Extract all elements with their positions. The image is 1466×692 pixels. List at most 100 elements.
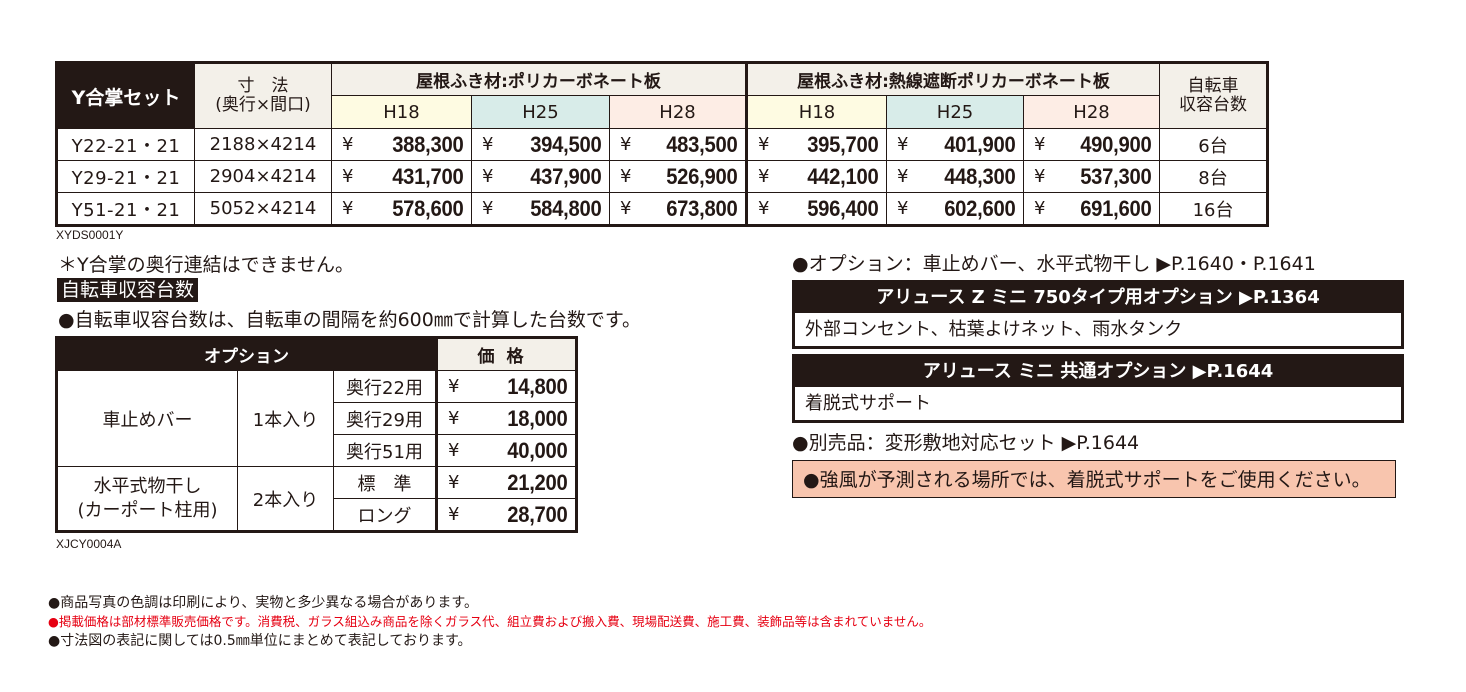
price-amount: 526,900 [665, 163, 738, 189]
bike-capacity-sublabel: 収容台数 [1179, 95, 1248, 115]
price-cell: ¥395,700 [745, 128, 888, 161]
price-amount: 578,600 [391, 195, 464, 221]
dimension-sublabel: (奥行×間口) [215, 95, 311, 115]
price-cell: ¥578,600 [331, 192, 472, 226]
price-cell: ¥442,100 [745, 160, 888, 193]
yen-symbol: ¥ [620, 134, 632, 155]
price-amount: 691,600 [1079, 195, 1152, 221]
price-amount: 673,800 [665, 195, 738, 221]
yen-symbol: ¥ [1034, 134, 1046, 155]
table-code: XYDS0001Y [56, 228, 124, 242]
option-quantity: 2本入り [237, 466, 334, 532]
table-row: ロング ¥28,700 [57, 498, 578, 532]
table-row: Y29-21・21 2904×4214 ¥431,700 ¥437,900 ¥526,9… [56, 160, 1269, 193]
price-amount: 442,100 [806, 163, 879, 189]
price-cell: ¥596,400 [745, 192, 888, 226]
price-amount: 437,900 [529, 163, 602, 189]
option-box-body: 外部コンセント、枯葉よけネット、雨水タンク [805, 319, 1183, 340]
yen-symbol: ¥ [482, 198, 494, 219]
option-variant: 奥行51用 [332, 434, 438, 467]
price-amount: 14,800 [506, 373, 568, 399]
price-amount: 395,700 [806, 131, 879, 157]
price-amount: 483,500 [665, 131, 738, 157]
table-row: 車止めバー 1本入り 奥行22用 ¥14,800 [56, 370, 578, 467]
yen-symbol: ¥ [448, 440, 460, 461]
bike-capacity-header: 自転車 収容台数 [1159, 62, 1269, 129]
wind-warning-box: ●強風が予測される場所では、着脱式サポートをご使用ください。 [792, 460, 1396, 498]
price-amount: 584,800 [529, 195, 602, 221]
dimensions: 5052×4214 [194, 192, 332, 226]
price-header: 価格 [435, 337, 578, 371]
table-row: 水平式物干し (カーポート柱用) 2本入り 標 準 ¥21,200 [56, 466, 578, 532]
table-row: 奥行51用 ¥40,000 [57, 434, 578, 467]
option-price: ¥40,000 [435, 434, 578, 467]
price-cell: ¥401,900 [886, 128, 1025, 161]
option-box-body: 着脱式サポート [805, 393, 931, 414]
option-name-line2: (カーポート柱用) [77, 499, 218, 521]
option-price: ¥18,000 [435, 402, 578, 435]
yen-symbol: ¥ [897, 134, 909, 155]
price-amount: 537,300 [1079, 163, 1152, 189]
price-cell: ¥537,300 [1023, 160, 1161, 193]
option-price: ¥14,800 [435, 370, 578, 403]
yen-symbol: ¥ [482, 134, 494, 155]
price-cell: ¥448,300 [886, 160, 1025, 193]
model-code: Y22-21・21 [56, 128, 195, 161]
price-cell: ¥431,700 [331, 160, 472, 193]
height-header-h25: H25 [471, 95, 610, 129]
dimensions: 2188×4214 [194, 128, 332, 161]
yen-symbol: ¥ [448, 408, 460, 429]
option-price: ¥28,700 [435, 498, 578, 532]
price-cell: ¥673,800 [608, 192, 748, 226]
yen-symbol: ¥ [448, 376, 460, 397]
yen-symbol: ¥ [897, 166, 909, 187]
price-amount: 21,200 [506, 469, 568, 495]
table-row: Y51-21・21 5052×4214 ¥578,600 ¥584,800 ¥673,8… [56, 192, 1269, 226]
price-cell: ¥691,600 [1023, 192, 1161, 226]
yen-symbol: ¥ [1034, 166, 1046, 187]
price-amount: 18,000 [506, 405, 568, 431]
separate-item-note: ●別売品：変形敷地対応セット ▶P.1644 [792, 432, 1140, 454]
option-quantity: 1本入り [237, 370, 334, 467]
bike-capacity: 6台 [1159, 128, 1269, 161]
yen-symbol: ¥ [758, 166, 770, 187]
height-header-h25: H25 [886, 95, 1025, 129]
option-reference: ●オプション：車止めバー、水平式物干し ▶P.1640・P.1641 [792, 253, 1316, 275]
option-box-title: アリュース ミニ 共通オプション ▶P.1644 [795, 357, 1401, 387]
option-box-mini-common: アリュース ミニ 共通オプション ▶P.1644 着脱式サポート [792, 354, 1404, 423]
price-cell: ¥388,300 [331, 128, 472, 161]
yen-symbol: ¥ [342, 166, 354, 187]
footer-color-note: ●商品写真の色調は印刷により、実物と多少異なる場合があります。 [48, 595, 478, 611]
yen-symbol: ¥ [620, 198, 632, 219]
price-cell: ¥394,500 [471, 128, 610, 161]
yen-symbol: ¥ [897, 198, 909, 219]
yen-symbol: ¥ [1034, 198, 1046, 219]
price-amount: 401,900 [943, 131, 1016, 157]
option-name: 車止めバー [56, 370, 238, 467]
options-table: オプション 価格 車止めバー 1本入り 奥行22用 ¥14,800 奥行29用 … [55, 336, 579, 533]
footer-dimension-note: ●寸法図の表記に関しては0.5㎜単位にまとめて表記しております。 [48, 633, 472, 649]
option-name: 水平式物干し (カーポート柱用) [56, 466, 238, 532]
height-header-h18: H18 [331, 95, 472, 129]
option-variant: ロング [332, 498, 438, 532]
price-cell: ¥602,600 [886, 192, 1025, 226]
price-table: Y合掌セット 寸 法 (奥行×間口) 屋根ふき材:ポリカーボネート板 屋根ふき材… [55, 61, 1270, 227]
options-table-code: XJCY0004A [56, 537, 122, 551]
dimension-label: 寸 法 [237, 76, 289, 96]
table-row: 奥行29用 ¥18,000 [57, 402, 578, 435]
price-cell: ¥584,800 [471, 192, 610, 226]
price-amount: 448,300 [943, 163, 1016, 189]
option-box-title: アリュース Z ミニ 750タイプ用オプション ▶P.1364 [795, 283, 1401, 313]
yen-symbol: ¥ [448, 504, 460, 525]
bike-capacity: 16台 [1159, 192, 1269, 226]
height-header-h18: H18 [745, 95, 888, 129]
model-code: Y29-21・21 [56, 160, 195, 193]
table-row: Y22-21・21 2188×4214 ¥388,300 ¥394,500 ¥483,5… [56, 128, 1269, 161]
dimension-header: 寸 法 (奥行×間口) [194, 62, 332, 129]
price-amount: 388,300 [391, 131, 464, 157]
price-amount: 40,000 [506, 437, 568, 463]
yen-symbol: ¥ [758, 134, 770, 155]
option-box-z-mini-750: アリュース Z ミニ 750タイプ用オプション ▶P.1364 外部コンセント、… [792, 280, 1404, 349]
depth-link-note: ＊Y合掌の奥行連結はできません。 [58, 254, 355, 276]
price-amount: 394,500 [529, 131, 602, 157]
